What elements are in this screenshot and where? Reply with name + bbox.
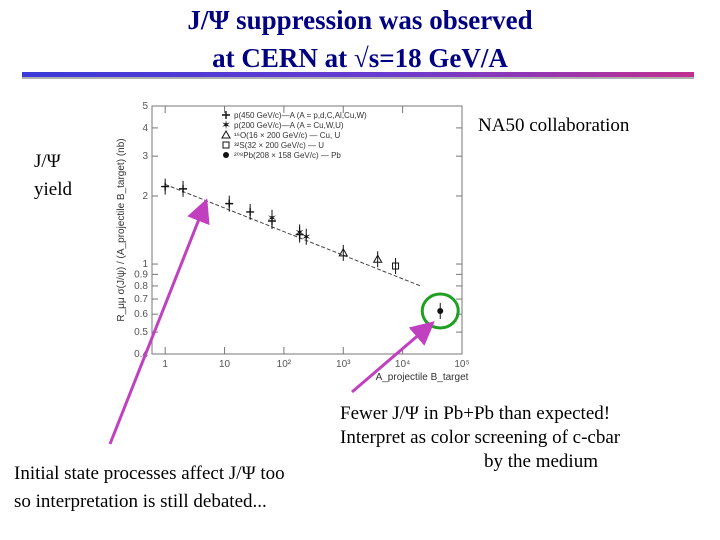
x-tick-label-0: 1: [162, 359, 168, 370]
pbpb-annotation-line3: by the medium: [484, 451, 598, 472]
x-tick-label-2: 10²: [277, 359, 292, 370]
point-s0-p1: [179, 184, 188, 193]
initial-state-line2: so interpretation is still debated...: [14, 491, 267, 512]
point-s1-p1: ✶: [295, 225, 305, 239]
pbpb-annotation-line2: Interpret as color screening of c-cbar: [340, 427, 621, 448]
arrow-to-pb: [351, 321, 435, 394]
y-tick-label-6: 1: [142, 259, 148, 270]
title-underline-shadow: [22, 77, 694, 79]
point-s2-p0: [338, 247, 349, 257]
point-s0-p3: [246, 207, 255, 216]
y-tick-label-2: 0.6: [134, 309, 148, 320]
y-tick-label-8: 3: [142, 151, 148, 162]
legend-label-3: ³²S(32 × 200 GeV/c) — U: [234, 141, 324, 150]
x-tick-label-3: 10³: [336, 359, 351, 370]
legend-label-1: p(200 GeV/c)—A (A = Cu,W,U): [234, 121, 344, 130]
y-tick-label-5: 0.9: [134, 269, 148, 280]
y-tick-label-4: 0.8: [134, 281, 148, 292]
point-s2-p1: [372, 254, 383, 263]
y-axis-label: R_μμ σ(J/ψ) / (A_projectile B_target) (n…: [116, 138, 127, 321]
point-s1-p2: ✶: [301, 230, 311, 244]
x-tick-label-1: 10: [219, 359, 231, 370]
legend-label-0: p(450 GeV/c)—A (A = p,d,C,Al,Cu,W): [234, 111, 367, 120]
x-axis-label: A_projectile B_target: [376, 372, 469, 383]
legend-marker-0: [222, 111, 230, 119]
title-underline: [22, 72, 694, 77]
point-s1-p0: ✶: [267, 211, 277, 225]
yield-label-line1: J/Ψ: [34, 151, 61, 172]
legend-marker-1: ✶: [221, 118, 231, 132]
legend-marker-2: [221, 129, 231, 139]
x-tick-label-4: 10⁴: [395, 359, 410, 370]
point-s0-p0: [161, 182, 170, 191]
point-s3-p0: [392, 262, 400, 270]
pbpb-annotation: Fewer J/Ψ in Pb+Pb than expected! Interp…: [340, 402, 620, 474]
y-tick-label-1: 0.5: [134, 327, 148, 338]
y-tick-label-7: 2: [142, 191, 148, 202]
pb-circle: [420, 292, 460, 330]
yield-label: J/Ψ yield: [34, 148, 72, 204]
x-tick-label-5: 10⁵: [454, 359, 469, 370]
yield-label-line2: yield: [34, 179, 72, 200]
arrow-to-pa: [108, 198, 210, 445]
collaboration-label: NA50 collaboration: [478, 115, 630, 136]
pbpb-annotation-line1: Fewer J/Ψ in Pb+Pb than expected!: [340, 403, 611, 424]
legend-marker-3: [222, 141, 230, 149]
fit-line: [164, 183, 421, 287]
y-tick-label-0: 0.4: [134, 349, 148, 360]
plot-frame: [151, 105, 463, 355]
initial-state-annotation: Initial state processes affect J/Ψ too s…: [14, 460, 285, 516]
y-tick-label-10: 5: [142, 101, 148, 112]
y-tick-label-3: 0.7: [134, 294, 148, 305]
point-s0-p2: [225, 199, 234, 208]
legend-marker-4: [223, 152, 229, 158]
slide-title-line2: at CERN at √s=18 GeV/A: [212, 43, 508, 73]
slide-title-line1: J/Ψ suppression was observed: [187, 5, 533, 35]
legend-label-2: ¹⁶O(16 × 200 GeV/c) — Cu, U: [234, 131, 340, 140]
y-tick-label-9: 4: [142, 123, 148, 134]
point-s4-p0: [437, 307, 444, 314]
initial-state-line1: Initial state processes affect J/Ψ too: [14, 463, 285, 484]
legend-label-4: ²⁰⁸Pb(208 × 158 GeV/c) — Pb: [234, 151, 341, 160]
